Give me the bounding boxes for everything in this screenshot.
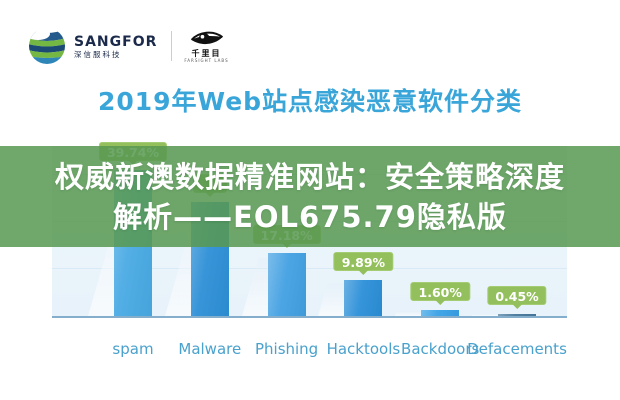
value-badge-backdoors: 1.60% xyxy=(410,282,470,306)
bar-highlight xyxy=(421,310,460,316)
header-logos: SANGFOR 深信服科技 千里目 FARSIGHT LABS xyxy=(28,24,229,68)
gridline xyxy=(52,268,567,269)
banner-text-line1: 权威新澳数据精准网站：安全策略深度 xyxy=(54,159,565,194)
farsight-logo-name: 千里目 xyxy=(191,48,222,58)
logo-divider xyxy=(171,31,173,61)
x-axis-label-backdoors: Backdoors xyxy=(401,340,480,358)
value-badge-hacktools: 9.89% xyxy=(333,251,394,275)
overlay-banner: 权威新澳数据精准网站：安全策略深度 解析——EOL675.79隐私版 xyxy=(0,146,620,247)
bar-highlight xyxy=(498,313,536,316)
eye-icon xyxy=(190,31,223,44)
farsight-logo-subtitle: FARSIGHT LABS xyxy=(184,57,229,63)
x-axis-labels: spam Malware Phishing Hacktools Backdoors Def… xyxy=(0,340,620,360)
banner-text-line2: 解析——EOL675.79隐私版 xyxy=(113,199,507,234)
bar-phishing xyxy=(267,252,306,316)
farsight-logo: 千里目 FARSIGHT LABS xyxy=(184,29,228,64)
sangfor-logo-subtitle: 深信服科技 xyxy=(74,49,122,59)
bar-backdoors xyxy=(421,310,460,316)
x-axis-label-spam: spam xyxy=(112,340,154,358)
x-axis-label-defacements: Defacements xyxy=(467,340,567,358)
bar-defacements xyxy=(498,313,536,316)
bar-highlight xyxy=(344,279,383,316)
bar-highlight xyxy=(267,252,306,316)
chart-title: 2019年Web站点感染恶意软件分类 xyxy=(97,87,523,116)
x-axis-label-malware: Malware xyxy=(178,340,242,358)
sangfor-logo: SANGFOR 深信服科技 xyxy=(74,34,157,59)
sangfor-logo-name: SANGFOR xyxy=(74,33,158,50)
bar-hacktools xyxy=(344,279,383,316)
x-axis-label-hacktools: Hacktools xyxy=(326,340,401,358)
sangfor-globe-icon xyxy=(29,28,65,64)
value-badge-defacements: 0.45% xyxy=(487,285,547,309)
x-axis-label-phishing: Phishing xyxy=(254,340,319,358)
